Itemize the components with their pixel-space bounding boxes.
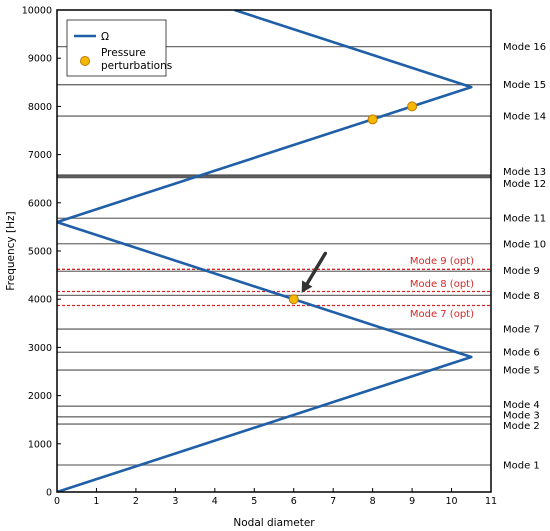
y-axis-title: Frequency [Hz] (5, 211, 17, 290)
y-tick-label-9000: 9000 (28, 54, 52, 65)
x-tick-label-11: 11 (485, 496, 497, 507)
y-tick-label-5000: 5000 (28, 247, 52, 258)
x-tick-label-5: 5 (251, 496, 257, 507)
y-tick-label-1000: 1000 (28, 439, 52, 450)
y-tick-label-7000: 7000 (28, 150, 52, 161)
x-tick-label-6: 6 (291, 496, 297, 507)
y-tick-label-8000: 8000 (28, 102, 52, 113)
mode-label-12: Mode 12 (503, 179, 546, 190)
x-tick-label-9: 9 (409, 496, 415, 507)
mode-label-13: Mode 13 (503, 167, 546, 178)
y-tick-label-0: 0 (46, 488, 52, 499)
x-tick-label-7: 7 (330, 496, 336, 507)
y-tick-label-4000: 4000 (28, 295, 52, 306)
mode-label-14: Mode 14 (503, 112, 546, 123)
opt-mode-label-3: Mode 7 (opt) (410, 309, 474, 320)
mode-label-11: Mode 11 (503, 214, 546, 225)
mode-label-15: Mode 15 (503, 80, 546, 91)
opt-mode-label-1: Mode 9 (opt) (410, 256, 474, 267)
x-tick-label-1: 1 (93, 496, 99, 507)
x-tick-label-2: 2 (133, 496, 139, 507)
y-tick-label-3000: 3000 (28, 343, 52, 354)
y-tick-label-2000: 2000 (28, 391, 52, 402)
x-tick-label-8: 8 (370, 496, 376, 507)
opt-mode-label-2: Mode 8 (opt) (410, 279, 474, 290)
mode-label-5: Mode 5 (503, 366, 540, 377)
x-tick-label-10: 10 (445, 496, 457, 507)
legend-label-pressure-line-1: Pressure (101, 47, 146, 59)
x-tick-label-3: 3 (172, 496, 178, 507)
legend-dot-swatch (80, 56, 90, 66)
ticks-layer: 0 1 2 3 4 5 6 7 8 9 10 11 0 1000 2000 3000 4000 5000 6000 7… (22, 6, 497, 508)
y-tick-label-6000: 6000 (28, 198, 52, 209)
mode-label-9: Mode 9 (503, 266, 540, 277)
mode-label-8: Mode 8 (503, 291, 540, 302)
x-tick-label-0: 0 (54, 496, 60, 507)
points-layer (288, 101, 418, 305)
pressure-point-3 (407, 101, 418, 112)
legend: Ω Pressure perturbations (66, 19, 172, 77)
mode-label-16: Mode 16 (503, 42, 546, 53)
annotation-arrow-head (301, 280, 313, 293)
mode-label-7: Mode 7 (503, 325, 540, 336)
mode-label-2: Mode 2 (503, 421, 540, 432)
arrow-layer (301, 251, 328, 293)
mode-label-4: Mode 4 (503, 400, 540, 411)
mode-label-1: Mode 1 (503, 461, 540, 472)
legend-label-pressure-line-2: perturbations (101, 60, 172, 72)
legend-label-pressure: Pressure perturbations (101, 47, 172, 72)
pressure-point-1 (288, 294, 299, 305)
series-layer (57, 10, 473, 492)
legend-box (66, 19, 167, 77)
mode-lines (57, 45, 491, 466)
x-tick-label-4: 4 (212, 496, 218, 507)
mode-label-10: Mode 10 (503, 239, 546, 250)
annotation-arrow-shaft (305, 251, 328, 286)
pressure-point-2 (367, 114, 378, 125)
legend-label-omega: Ω (101, 31, 109, 43)
series-line-omega (57, 10, 473, 492)
mode-label-6: Mode 6 (503, 348, 540, 359)
mode-label-3: Mode 3 (503, 410, 540, 421)
y-tick-label-10000: 10000 (22, 6, 52, 17)
x-axis-title: Nodal diameter (233, 517, 315, 529)
